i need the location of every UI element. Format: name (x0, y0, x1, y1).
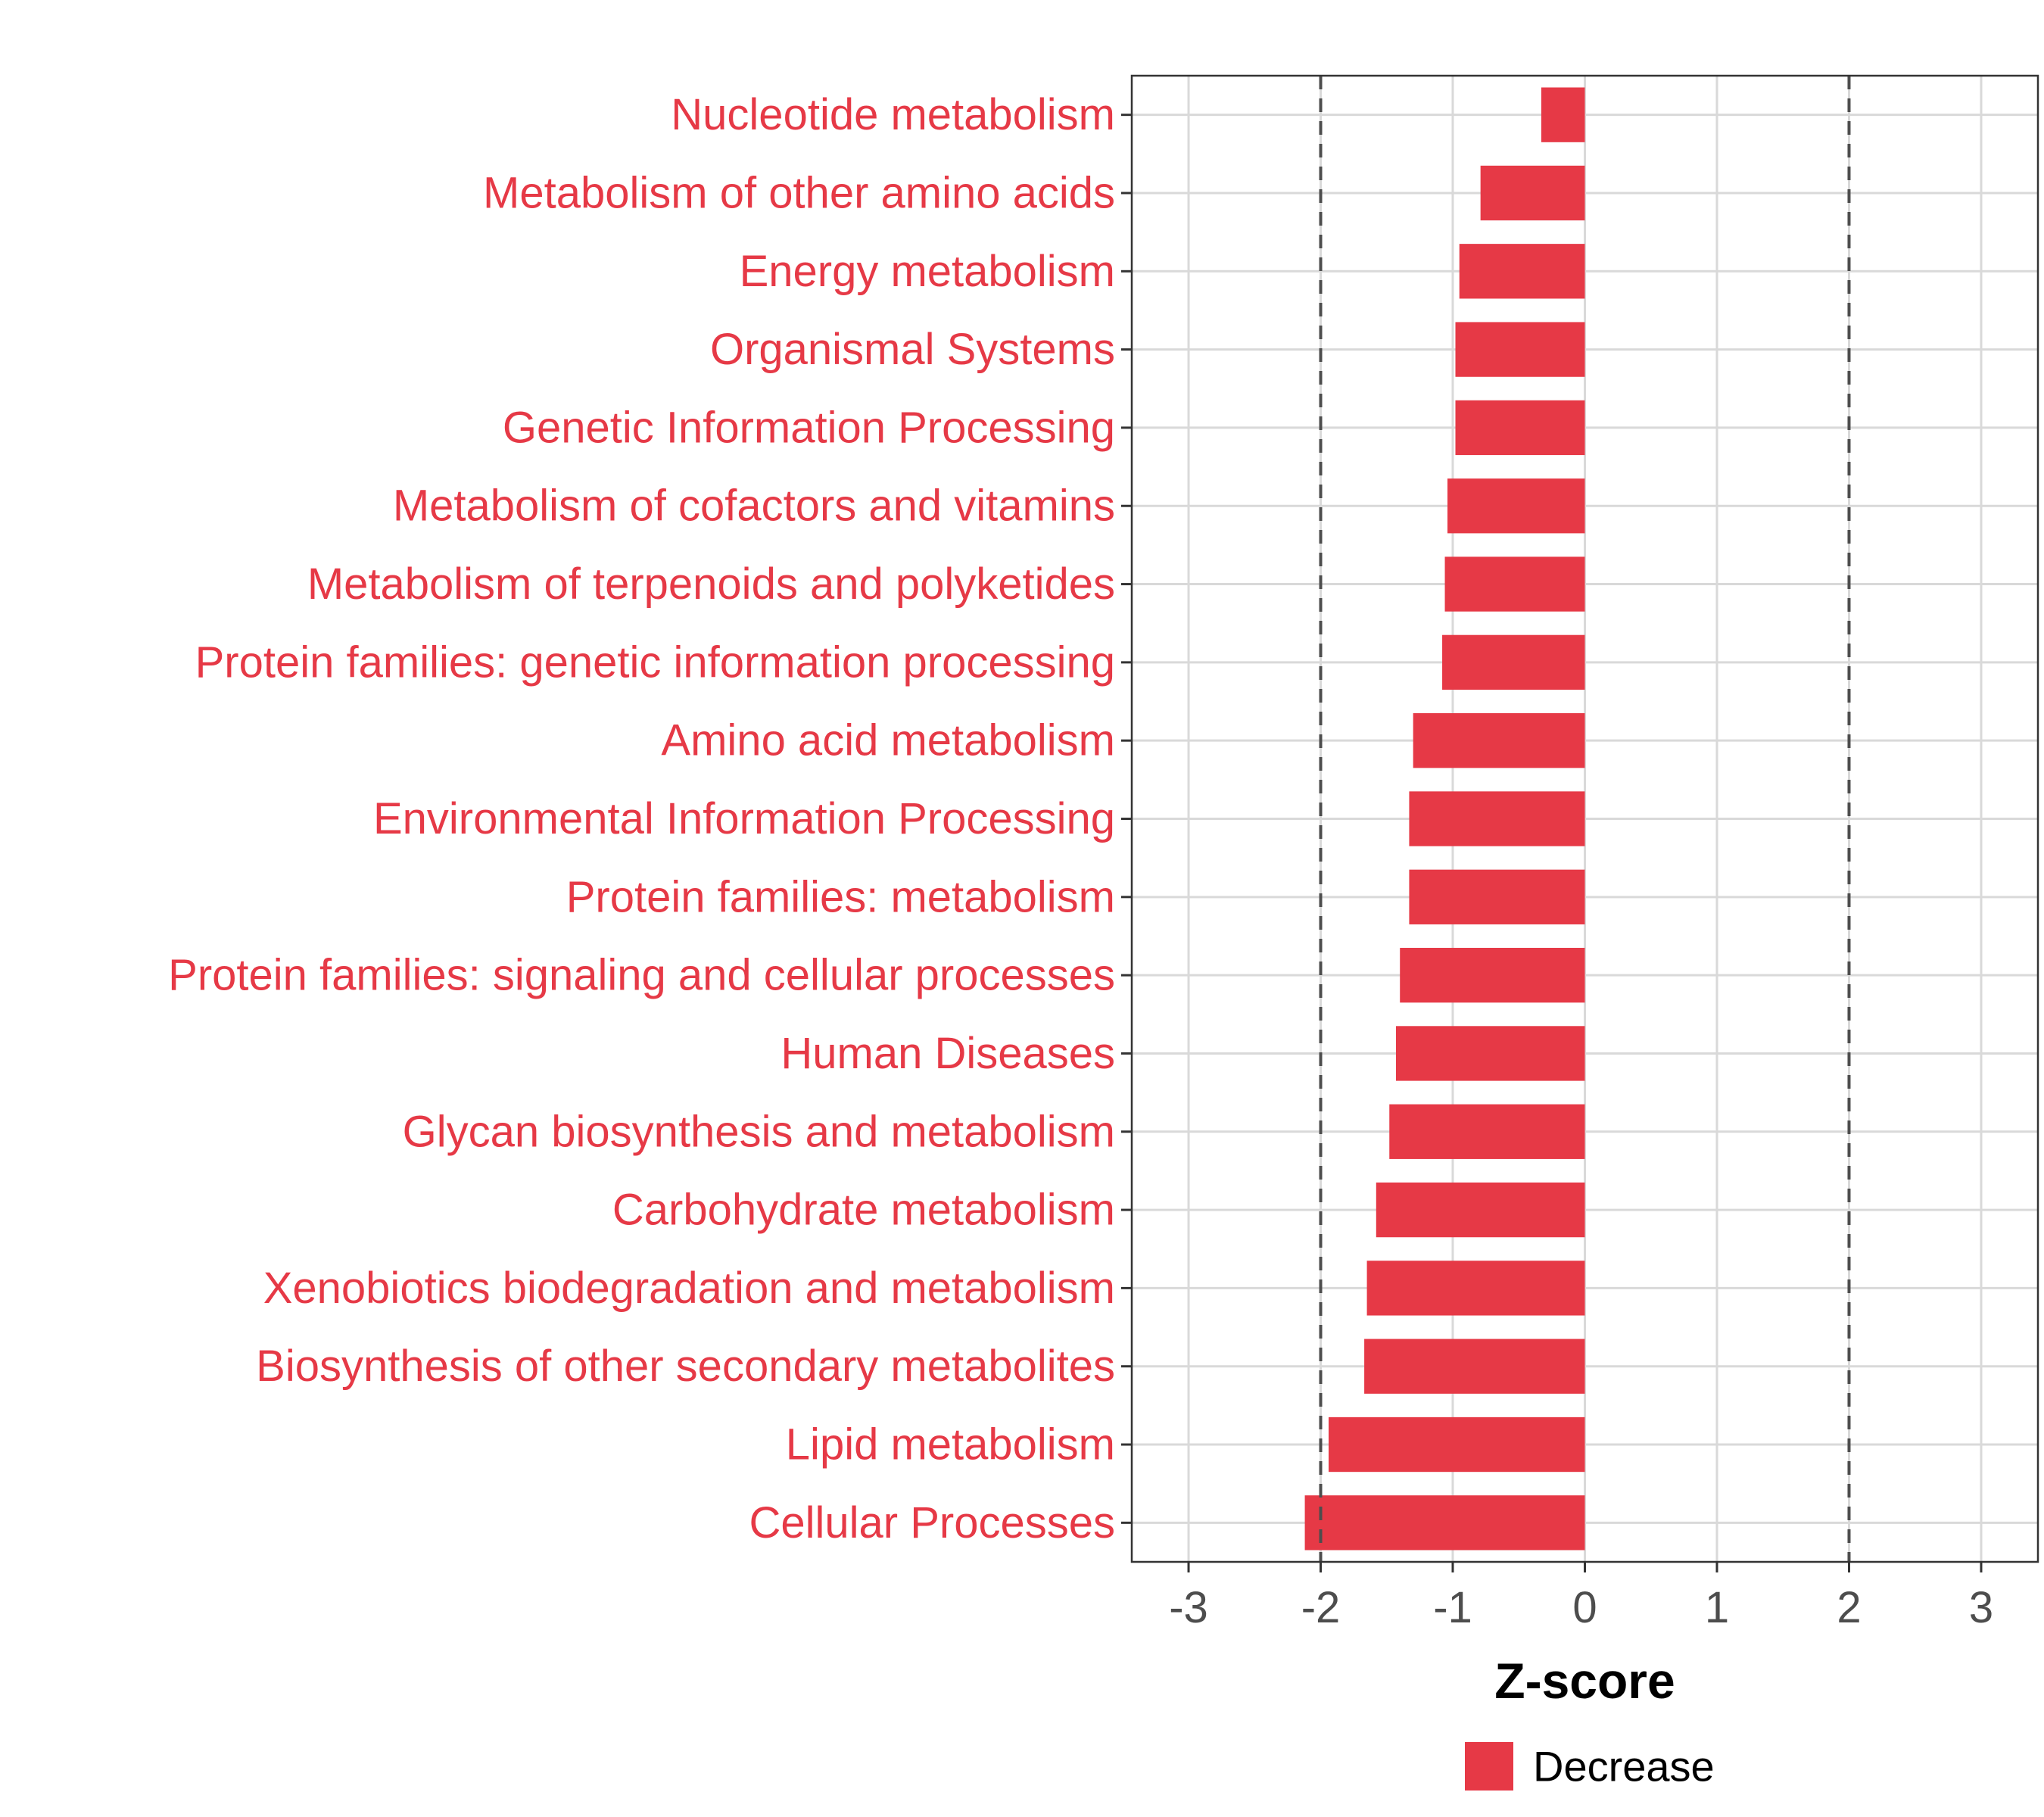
category-label-16: Biosynthesis of other secondary metaboli… (256, 1342, 1115, 1391)
bar-17 (1328, 1417, 1585, 1473)
y-axis-ticks: Nucleotide metabolism Metabolism of other… (168, 90, 1132, 1547)
legend-label-decrease: Decrease (1533, 1743, 1715, 1791)
x-tick-label-3: 0 (1572, 1583, 1597, 1632)
x-tick-label-6: 3 (1969, 1583, 1993, 1632)
x-tick-label-2: -1 (1433, 1583, 1472, 1632)
bar-2 (1459, 244, 1585, 299)
bar-13 (1389, 1104, 1585, 1159)
category-label-13: Glycan biosynthesis and metabolism (403, 1107, 1115, 1156)
category-label-17: Lipid metabolism (786, 1420, 1115, 1469)
category-label-14: Carbohydrate metabolism (612, 1186, 1115, 1235)
category-label-3: Organismal Systems (710, 325, 1115, 374)
bar-15 (1366, 1261, 1585, 1316)
bars (1304, 87, 1585, 1551)
bar-5 (1447, 478, 1585, 534)
x-tick-label-0: -3 (1169, 1583, 1208, 1632)
category-label-6: Metabolism of terpenoids and polyketides (307, 559, 1115, 609)
x-axis-title: Z-score (1494, 1653, 1675, 1709)
x-tick-label-5: 2 (1837, 1583, 1861, 1632)
category-label-7: Protein families: genetic information pr… (195, 637, 1115, 687)
bar-16 (1364, 1339, 1585, 1394)
bar-9 (1409, 791, 1585, 846)
category-label-18: Cellular Processes (749, 1498, 1115, 1547)
bar-18 (1304, 1495, 1585, 1551)
x-tick-label-4: 1 (1705, 1583, 1729, 1632)
category-label-4: Genetic Information Processing (503, 403, 1115, 452)
bar-0 (1541, 87, 1585, 142)
legend-key-decrease (1465, 1742, 1513, 1791)
bar-11 (1400, 947, 1585, 1003)
bar-14 (1376, 1182, 1585, 1238)
category-label-8: Amino acid metabolism (661, 716, 1115, 765)
bar-8 (1413, 713, 1585, 768)
bar-12 (1395, 1026, 1585, 1081)
bar-7 (1442, 634, 1585, 690)
category-label-15: Xenobiotics biodegradation and metabolis… (263, 1264, 1115, 1313)
x-tick-label-1: -2 (1301, 1583, 1341, 1632)
category-label-0: Nucleotide metabolism (671, 90, 1115, 139)
bar-1 (1480, 165, 1585, 221)
category-label-12: Human Diseases (781, 1029, 1115, 1078)
bar-3 (1455, 322, 1585, 377)
bar-6 (1444, 556, 1585, 612)
category-label-5: Metabolism of cofactors and vitamins (393, 482, 1115, 531)
category-label-11: Protein families: signaling and cellular… (168, 951, 1115, 1000)
x-axis-ticks: -3 -2 -1 0 1 2 3 (1169, 1562, 1993, 1632)
category-label-9: Environmental Information Processing (373, 794, 1115, 843)
category-label-10: Protein families: metabolism (566, 872, 1115, 921)
legend: Decrease (1465, 1742, 1715, 1791)
category-label-1: Metabolism of other amino acids (483, 168, 1115, 217)
reference-lines (1319, 76, 1851, 1562)
bar-10 (1409, 869, 1585, 924)
bar-4 (1455, 400, 1585, 456)
category-label-2: Energy metabolism (740, 247, 1115, 296)
